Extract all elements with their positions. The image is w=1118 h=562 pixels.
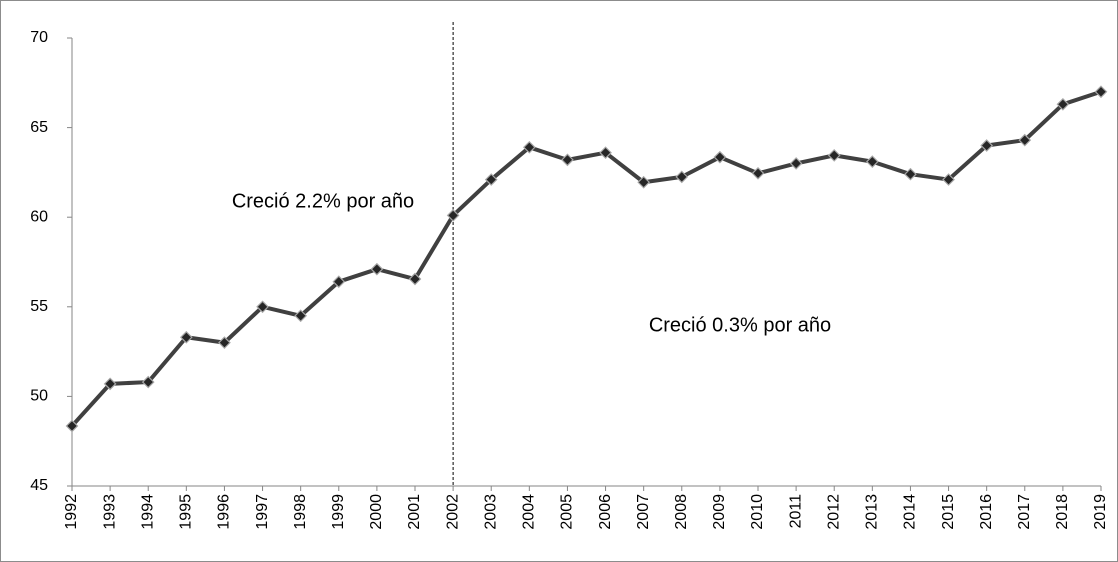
x-tick-label: 2005 [559, 494, 576, 530]
x-tick-label: 1996 [216, 494, 233, 530]
x-tick-label: 2010 [749, 494, 766, 530]
x-tick-label: 2017 [1016, 494, 1033, 530]
data-marker [599, 146, 612, 160]
data-marker [789, 157, 803, 170]
data-marker [218, 336, 231, 349]
x-tick-label: 2009 [711, 494, 728, 530]
data-marker [713, 150, 727, 164]
data-marker [561, 153, 574, 167]
data-marker [179, 330, 193, 344]
x-tick-label: 2002 [444, 494, 461, 530]
data-line [70, 89, 1102, 428]
x-tick-label: 1997 [254, 494, 271, 530]
y-tick-label: 70 [30, 29, 48, 46]
annotation: Creció 2.2% por año [232, 190, 414, 212]
x-tick-label: 2015 [940, 494, 957, 530]
x-tick-label: 1995 [178, 494, 195, 530]
data-marker [1094, 85, 1108, 99]
x-tick-label: 1998 [292, 494, 309, 530]
data-marker [370, 262, 384, 276]
annotation: Creció 0.3% por año [649, 314, 831, 336]
y-tick-label: 55 [30, 298, 48, 315]
x-tick-label: 2001 [406, 494, 423, 530]
x-tick-label: 2013 [864, 494, 881, 530]
data-marker [408, 272, 422, 286]
x-tick-label: 1992 [63, 494, 80, 530]
data-marker [103, 377, 117, 391]
data-marker [637, 175, 651, 189]
data-marker [942, 173, 955, 186]
x-tick-label: 1994 [139, 494, 156, 530]
x-tick-label: 2011 [787, 494, 804, 529]
data-marker [904, 167, 917, 181]
x-tick-label: 2018 [1054, 494, 1071, 530]
data-marker [446, 209, 460, 222]
data-marker [675, 170, 689, 184]
data-marker [294, 309, 308, 323]
x-tick-label: 2008 [673, 494, 690, 530]
data-marker [141, 375, 155, 389]
x-tick-label: 2003 [482, 494, 499, 530]
y-tick-label: 50 [30, 388, 48, 405]
x-tick-label: 2019 [1092, 494, 1109, 530]
y-tick-label: 65 [30, 119, 48, 136]
x-tick-label: 2016 [978, 494, 995, 530]
data-marker [980, 139, 994, 152]
x-tick-label: 2006 [597, 494, 614, 530]
data-marker [332, 275, 346, 289]
data-marker [827, 149, 841, 162]
data-marker [751, 166, 765, 180]
data-marker [256, 300, 269, 314]
x-tick-label: 2007 [635, 494, 652, 530]
x-tick-label: 2004 [521, 494, 538, 530]
x-tick-label: 1999 [330, 494, 347, 530]
x-tick-label: 1993 [101, 494, 118, 530]
y-tick-label: 60 [30, 208, 48, 225]
data-marker [1056, 97, 1070, 111]
data-marker [522, 140, 536, 154]
x-tick-label: 2014 [902, 494, 919, 530]
x-tick-label: 2012 [825, 494, 842, 530]
y-tick-label: 45 [30, 477, 48, 494]
x-tick-label: 2000 [368, 494, 385, 530]
data-marker [865, 155, 879, 168]
data-marker [1018, 133, 1032, 147]
data-marker [65, 419, 79, 433]
data-marker [484, 173, 498, 186]
